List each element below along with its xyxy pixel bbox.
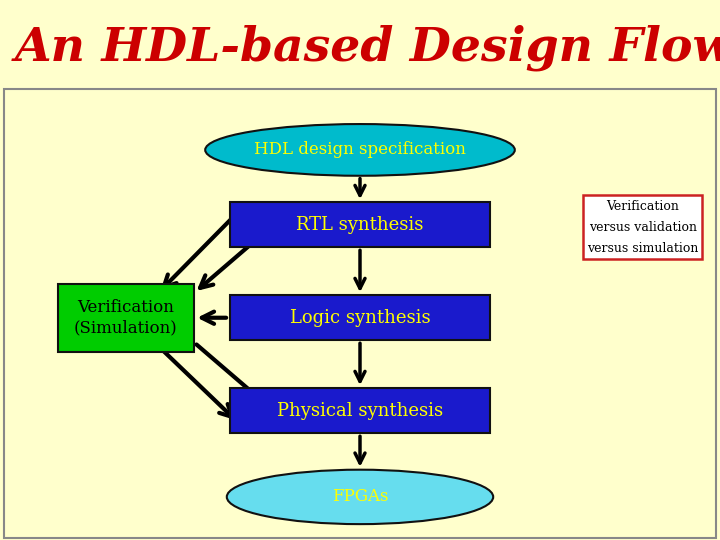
Text: Verification
versus validation
versus simulation: Verification versus validation versus si… [587,199,698,254]
Text: RTL synthesis: RTL synthesis [297,216,423,234]
FancyBboxPatch shape [583,195,702,259]
Text: Logic synthesis: Logic synthesis [289,309,431,327]
Text: Verification
(Simulation): Verification (Simulation) [74,300,178,336]
Ellipse shape [205,124,515,176]
FancyBboxPatch shape [230,295,490,340]
Ellipse shape [227,470,493,524]
FancyBboxPatch shape [230,202,490,247]
FancyBboxPatch shape [230,388,490,434]
Text: An HDL-based Design Flow: An HDL-based Design Flow [14,24,720,71]
Text: Physical synthesis: Physical synthesis [277,402,443,420]
Text: FPGAs: FPGAs [332,488,388,505]
Text: HDL design specification: HDL design specification [254,141,466,158]
FancyBboxPatch shape [58,284,194,352]
